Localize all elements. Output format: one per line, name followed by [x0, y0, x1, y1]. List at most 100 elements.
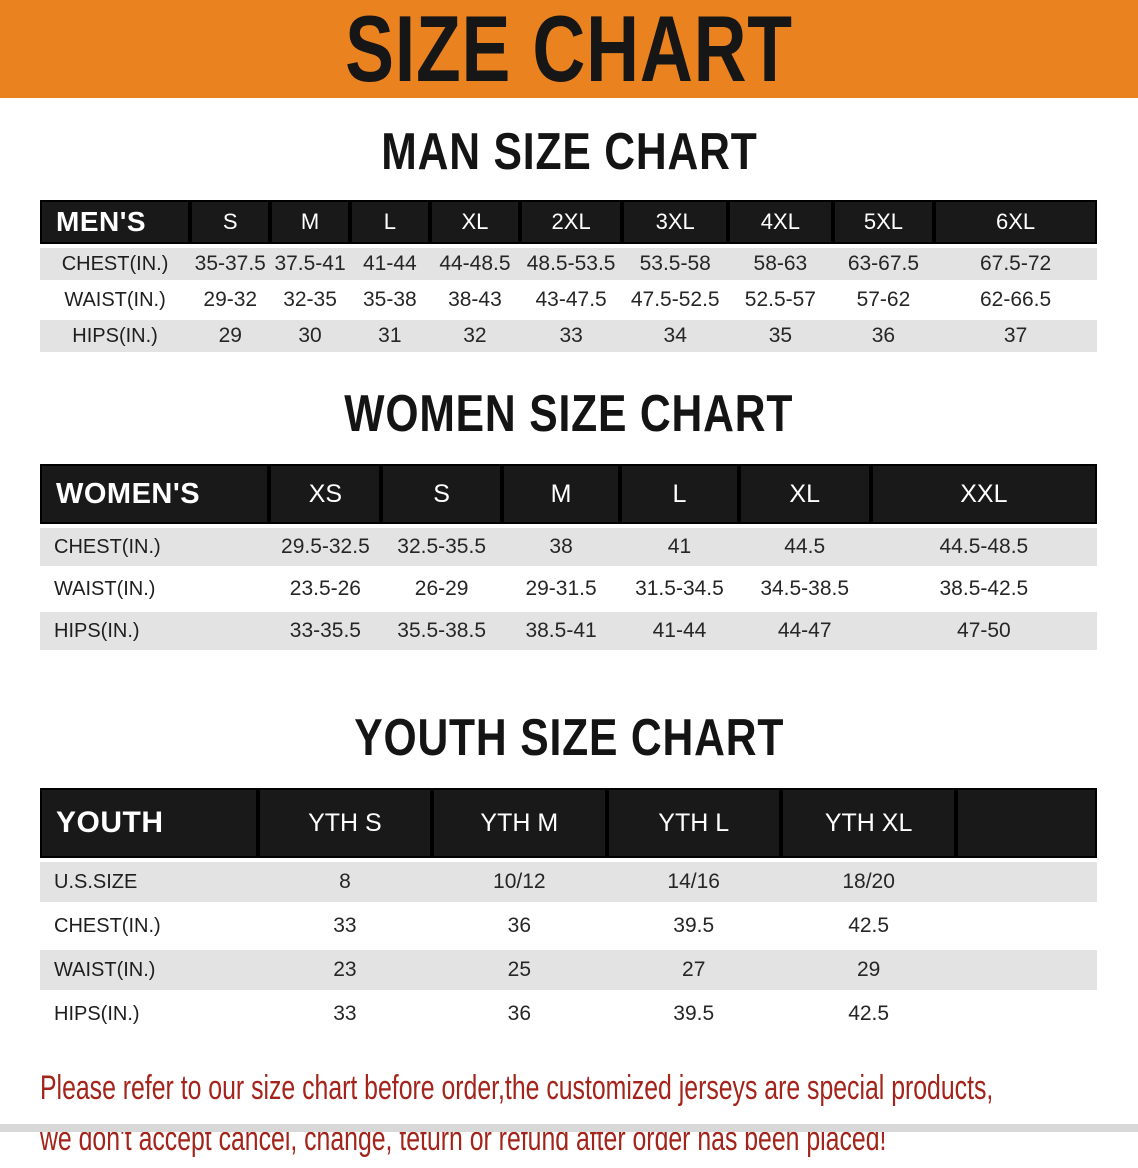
- row-label: HIPS(IN.): [40, 320, 191, 352]
- header-row: MEN'S S M L XL 2XL 3XL 4XL 5XL 6XL: [40, 200, 1097, 244]
- table-cell: 26-29: [381, 570, 502, 608]
- table-cell: 42.5: [780, 994, 957, 1034]
- table-row: CHEST(IN.) 35-37.5 37.5-41 41-44 44-48.5 48.5…: [40, 248, 1097, 280]
- table-cell: 63-67.5: [832, 248, 935, 280]
- table-cell: 33: [257, 906, 433, 946]
- column-header: M: [270, 200, 350, 244]
- table-cell: 47.5-52.5: [622, 284, 729, 316]
- table-cell: 41: [620, 528, 739, 566]
- table-cell: 31.5-34.5: [620, 570, 739, 608]
- table-cell: 32-35: [270, 284, 350, 316]
- table-row: U.S.SIZE 8 10/12 14/16 18/20: [40, 862, 1097, 902]
- table-cell: 43-47.5: [519, 284, 623, 316]
- table-cell: 29: [190, 320, 271, 352]
- column-header: XL: [738, 464, 871, 524]
- row-label: CHEST(IN.): [40, 248, 191, 280]
- footer-line: Please refer to our size chart before or…: [40, 1066, 1138, 1117]
- row-filler-cell: [956, 994, 1097, 1034]
- table-cell: 52.5-57: [728, 284, 833, 316]
- column-header: YTH L: [606, 788, 781, 858]
- table-cell: 27: [606, 950, 781, 990]
- table-cell: 29-31.5: [501, 570, 621, 608]
- table-row: WAIST(IN.) 29-32 32-35 35-38 38-43 43-47.5 47.…: [40, 284, 1097, 316]
- table-label-header: WOMEN'S: [40, 464, 270, 524]
- table-cell: 42.5: [780, 906, 957, 946]
- table-cell: 14/16: [606, 862, 781, 902]
- table-cell: 38.5-41: [501, 612, 621, 650]
- table-cell: 67.5-72: [934, 248, 1097, 280]
- table-cell: 31: [349, 320, 431, 352]
- table-cell: 10/12: [432, 862, 607, 902]
- table-wrap: YOUTH YTH S YTH M YTH L YTH XL U.S.SIZE 8 10/12…: [40, 784, 1097, 1038]
- table-cell: 35-37.5: [190, 248, 271, 280]
- section-heading: WOMEN SIZE CHART: [0, 388, 1138, 440]
- table-cell: 18/20: [780, 862, 957, 902]
- table-cell: 35: [728, 320, 833, 352]
- table-cell: 41-44: [349, 248, 431, 280]
- section-heading: YOUTH SIZE CHART: [0, 712, 1138, 764]
- men-size-section: MAN SIZE CHART MEN'S S M L XL 2XL 3XL 4XL 5XL 6XL C…: [0, 126, 1138, 356]
- table-cell: 44-47: [738, 612, 871, 650]
- table-label-header: MEN'S: [40, 200, 191, 244]
- table-cell: 33-35.5: [269, 612, 382, 650]
- column-header: XXL: [870, 464, 1097, 524]
- table-wrap: WOMEN'S XS S M L XL XXL CHEST(IN.) 29.5-32.5 32.5…: [40, 460, 1097, 654]
- table-cell: 36: [832, 320, 935, 352]
- column-header: YTH S: [257, 788, 433, 858]
- table-row: HIPS(IN.) 29 30 31 32 33 34 35 36 37: [40, 320, 1097, 352]
- women-size-chart-title: WOMEN SIZE CHART: [344, 385, 794, 443]
- table-cell: 34.5-38.5: [738, 570, 871, 608]
- men-size-table: MEN'S S M L XL 2XL 3XL 4XL 5XL 6XL CHEST(IN.) 35-37…: [40, 196, 1097, 356]
- column-header: 4XL: [728, 200, 833, 244]
- table-cell: 32: [430, 320, 520, 352]
- table-cell: 57-62: [832, 284, 935, 316]
- column-header: XL: [430, 200, 520, 244]
- column-header: L: [349, 200, 431, 244]
- footer-line-1: Please refer to our size chart before or…: [40, 1069, 994, 1107]
- table-cell: 41-44: [620, 612, 739, 650]
- table-cell: 44-48.5: [430, 248, 520, 280]
- column-header: 2XL: [519, 200, 623, 244]
- table-cell: 47-50: [870, 612, 1097, 650]
- row-filler-cell: [956, 862, 1097, 902]
- column-header: YTH M: [432, 788, 607, 858]
- header-row: YOUTH YTH S YTH M YTH L YTH XL: [40, 788, 1097, 858]
- table-cell: 23: [257, 950, 433, 990]
- row-label: WAIST(IN.): [40, 284, 191, 316]
- column-header: 6XL: [934, 200, 1097, 244]
- table-cell: 29-32: [190, 284, 271, 316]
- header-row: WOMEN'S XS S M L XL XXL: [40, 464, 1097, 524]
- youth-size-section: YOUTH SIZE CHART YOUTH YTH S YTH M YTH L YTH …: [0, 712, 1138, 1038]
- table-cell: 62-66.5: [934, 284, 1097, 316]
- table-cell: 58-63: [728, 248, 833, 280]
- table-cell: 44.5-48.5: [870, 528, 1097, 566]
- table-cell: 30: [270, 320, 350, 352]
- column-header: S: [381, 464, 502, 524]
- table-cell: 39.5: [606, 994, 781, 1034]
- table-cell: 29.5-32.5: [269, 528, 382, 566]
- table-cell: 32.5-35.5: [381, 528, 502, 566]
- header-filler-cell: [956, 788, 1097, 858]
- table-cell: 35.5-38.5: [381, 612, 502, 650]
- youth-size-table: YOUTH YTH S YTH M YTH L YTH XL U.S.SIZE 8 10/12…: [40, 784, 1097, 1038]
- table-cell: 48.5-53.5: [519, 248, 623, 280]
- banner-title: SIZE CHART: [345, 0, 793, 98]
- table-cell: 37.5-41: [270, 248, 350, 280]
- table-cell: 38-43: [430, 284, 520, 316]
- table-cell: 29: [780, 950, 957, 990]
- table-cell: 8: [257, 862, 433, 902]
- row-label: HIPS(IN.): [40, 612, 270, 650]
- column-header: XS: [269, 464, 382, 524]
- women-size-table: WOMEN'S XS S M L XL XXL CHEST(IN.) 29.5-32.5 32.5…: [40, 460, 1097, 654]
- table-row: HIPS(IN.) 33-35.5 35.5-38.5 38.5-41 41-44 44-…: [40, 612, 1097, 650]
- bottom-edge-strip: [0, 1124, 1138, 1132]
- table-cell: 33: [519, 320, 623, 352]
- table-cell: 35-38: [349, 284, 431, 316]
- table-row: HIPS(IN.) 33 36 39.5 42.5: [40, 994, 1097, 1034]
- row-label: CHEST(IN.): [40, 906, 258, 946]
- table-cell: 44.5: [738, 528, 871, 566]
- table-row: CHEST(IN.) 29.5-32.5 32.5-35.5 38 41 44.5 44.5…: [40, 528, 1097, 566]
- table-cell: 34: [622, 320, 729, 352]
- table-row: WAIST(IN.) 23.5-26 26-29 29-31.5 31.5-34.5 34…: [40, 570, 1097, 608]
- table-cell: 53.5-58: [622, 248, 729, 280]
